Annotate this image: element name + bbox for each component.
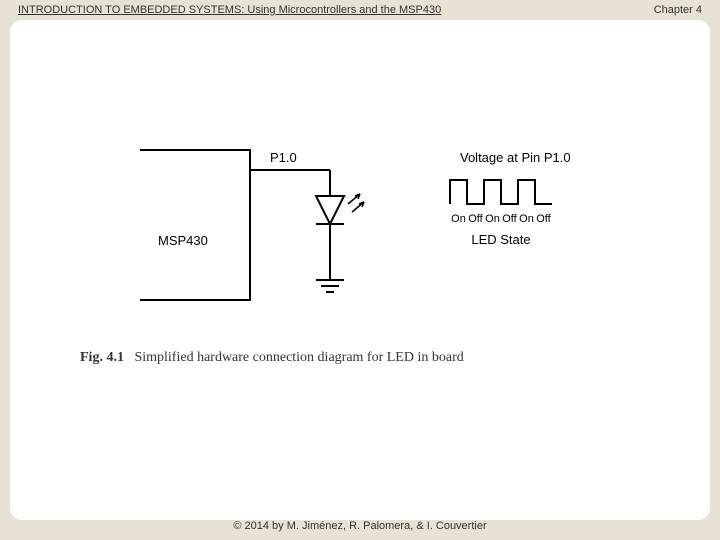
chapter-label: Chapter 4 (654, 4, 702, 16)
content-frame: MSP430P1.0Voltage at Pin P1.0OnOffOnOffO… (10, 20, 710, 520)
led-state-label-text: LED State (471, 232, 530, 247)
svg-text:Off: Off (502, 213, 517, 225)
waveform-title-text: Voltage at Pin P1.0 (460, 150, 571, 165)
copyright-footer: © 2014 by M. Jiménez, R. Palomera, & I. … (0, 520, 720, 532)
chip-label-text: MSP430 (158, 233, 208, 248)
svg-text:Off: Off (536, 213, 551, 225)
figure-caption: Fig. 4.1 Simplified hardware connection … (80, 350, 464, 366)
figure-number: Fig. 4.1 (80, 350, 124, 365)
figure-caption-text: Simplified hardware connection diagram f… (134, 350, 463, 365)
svg-text:On: On (451, 213, 466, 225)
circuit-diagram: MSP430P1.0Voltage at Pin P1.0OnOffOnOffO… (70, 140, 650, 340)
svg-text:Off: Off (468, 213, 483, 225)
svg-text:On: On (519, 213, 534, 225)
book-title: INTRODUCTION TO EMBEDDED SYSTEMS: Using … (18, 4, 441, 16)
svg-text:On: On (485, 213, 500, 225)
pin-label-text: P1.0 (270, 150, 297, 165)
